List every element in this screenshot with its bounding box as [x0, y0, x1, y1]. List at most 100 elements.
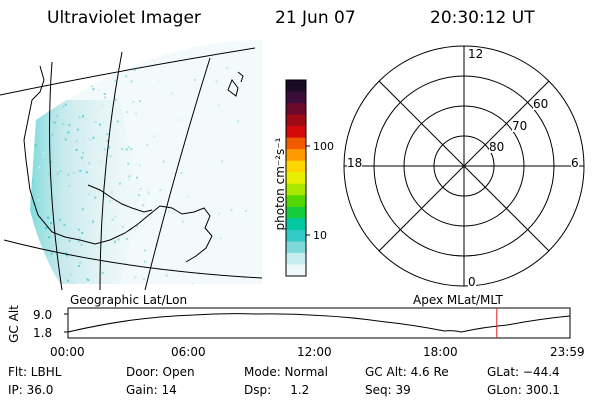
uv-emission-speckle-dot — [57, 192, 60, 195]
uv-emission-speckle-dot — [36, 145, 38, 148]
uv-emission-speckle-dot — [50, 222, 53, 224]
status-glon: GLon: 300.1 — [487, 383, 560, 397]
uv-emission-speckle-dot — [117, 238, 120, 241]
uv-emission-speckle-dot — [158, 79, 161, 82]
status-gc-alt: GC Alt: 4.6 Re — [365, 365, 449, 379]
mlt-label-12: 12 — [468, 47, 484, 61]
uv-emission-speckle-dot — [95, 138, 98, 141]
uv-emission-speckle-dot — [56, 115, 59, 118]
uv-emission-speckle-dot — [97, 246, 99, 249]
timeline-xtick-1200: 12:00 — [297, 345, 332, 359]
uv-emission-speckle-dot — [142, 204, 145, 207]
uv-emission-speckle-dot — [147, 189, 150, 192]
uv-emission-speckle-dot — [243, 276, 246, 279]
uv-emission-speckle-dot — [114, 98, 117, 101]
uv-emission-speckle-dot — [181, 220, 184, 223]
uv-emission-speckle-dot — [77, 239, 80, 242]
status-door: Door: Open — [126, 365, 195, 379]
uv-emission-speckle-dot — [109, 155, 112, 158]
timeline-xtick-1800: 18:00 — [423, 345, 458, 359]
uv-emission-speckle-dot — [138, 100, 141, 103]
uv-emission-speckle-dot — [85, 171, 88, 174]
uv-emission-speckle-dot — [63, 223, 66, 226]
uv-emission-speckle-dot — [132, 101, 135, 104]
uv-emission-speckle-dot — [71, 283, 74, 284]
uv-emission-speckle-dot — [101, 271, 104, 274]
uv-emission-speckle-dot — [125, 75, 128, 78]
uv-emission-speckle-dot — [94, 121, 97, 123]
uv-emission-speckle-dot — [111, 218, 114, 221]
mlt-label-6: 6 — [571, 156, 579, 170]
timeline-xtick-0600: 06:00 — [171, 345, 206, 359]
uv-emission-speckle-dot — [87, 279, 90, 281]
uv-emission-speckle-dot — [37, 199, 40, 202]
uv-emission-speckle-dot — [58, 218, 61, 221]
uv-emission-speckle-dot — [83, 138, 86, 141]
uv-emission-speckle-dot — [237, 120, 240, 123]
uv-emission-speckle-dot — [138, 164, 141, 167]
uv-emission-speckle-dot — [126, 110, 129, 113]
uv-emission-speckle-dot — [42, 152, 45, 154]
colorbar-segment — [286, 252, 306, 265]
uv-emission-speckle-dot — [68, 185, 71, 187]
uv-emission-speckle-dot — [104, 96, 107, 99]
uv-emission-speckle-dot — [141, 213, 144, 216]
uv-emission-speckle-dot — [38, 166, 41, 169]
uv-emission-speckle-dot — [244, 210, 247, 213]
uv-emission-speckle-dot — [127, 162, 130, 165]
uv-emission-speckle-dot — [135, 163, 138, 166]
geographic-label: Geographic Lat/Lon — [70, 293, 188, 307]
timeline-ytick-9: 9.0 — [33, 308, 53, 322]
colorbar-segment — [286, 126, 306, 139]
colorbar-segment — [286, 195, 306, 208]
uv-emission-speckle-dot — [97, 89, 100, 92]
uv-emission-speckle-dot — [124, 262, 127, 265]
uv-emission-speckle-dot — [137, 194, 140, 197]
uv-emission-speckle-dot — [143, 260, 146, 263]
uv-emission-speckle-dot — [87, 146, 90, 149]
uv-emission-speckle-dot — [162, 160, 165, 163]
uv-emission-speckle-dot — [67, 279, 70, 282]
uv-emission-speckle-dot — [133, 68, 136, 71]
uv-emission-speckle-dot — [99, 243, 101, 246]
uv-emission-speckle-dot — [43, 203, 46, 206]
uv-emission-speckle-dot — [88, 162, 91, 165]
colorbar-tick-100: 100 — [313, 140, 334, 153]
uv-emission-speckle-dot — [121, 147, 124, 150]
uv-emission-speckle-dot — [100, 159, 102, 162]
uv-emission-speckle-dot — [45, 132, 47, 135]
uv-emission-speckle-dot — [75, 139, 78, 142]
timeline-xtick-0000: 00:00 — [50, 345, 85, 359]
uv-emission-speckle-dot — [56, 172, 59, 175]
uv-emission-speckle-dot — [209, 209, 212, 212]
uv-emission-speckle-dot — [53, 121, 56, 124]
uv-emission-speckle-dot — [49, 192, 52, 194]
status-gain: Gain: 14 — [126, 383, 177, 397]
uv-emission-speckle-dot — [165, 274, 168, 277]
uv-emission-speckle-dot — [76, 128, 79, 131]
colorbar-segment — [286, 229, 306, 242]
uv-emission-speckle-dot — [70, 273, 73, 276]
mlat-label-60: 60 — [533, 97, 549, 111]
colorbar-segment — [286, 172, 306, 185]
uv-emission-speckle-dot — [94, 196, 97, 199]
uv-emission-speckle-dot — [67, 131, 70, 134]
instrument-title: Ultraviolet Imager — [47, 8, 201, 28]
uv-emission-speckle-dot — [50, 252, 53, 255]
uv-emission-speckle-dot — [127, 146, 130, 149]
colorbar-segment — [286, 241, 306, 254]
colorbar-segment — [286, 264, 306, 277]
uv-emission-speckle-dot — [219, 237, 222, 240]
uv-emission-speckle-dot — [48, 236, 51, 239]
uv-emission-speckle-dot — [88, 193, 91, 196]
uv-emission-speckle-dot — [82, 115, 85, 118]
uv-emission-speckle-dot — [58, 212, 61, 215]
uv-emission-speckle-dot — [125, 237, 128, 240]
status-filter: Flt: LBHL — [8, 365, 62, 379]
uv-emission-speckle-dot — [143, 249, 146, 252]
uv-emission-speckle-dot — [106, 139, 109, 142]
colorbar-segment — [286, 80, 306, 93]
